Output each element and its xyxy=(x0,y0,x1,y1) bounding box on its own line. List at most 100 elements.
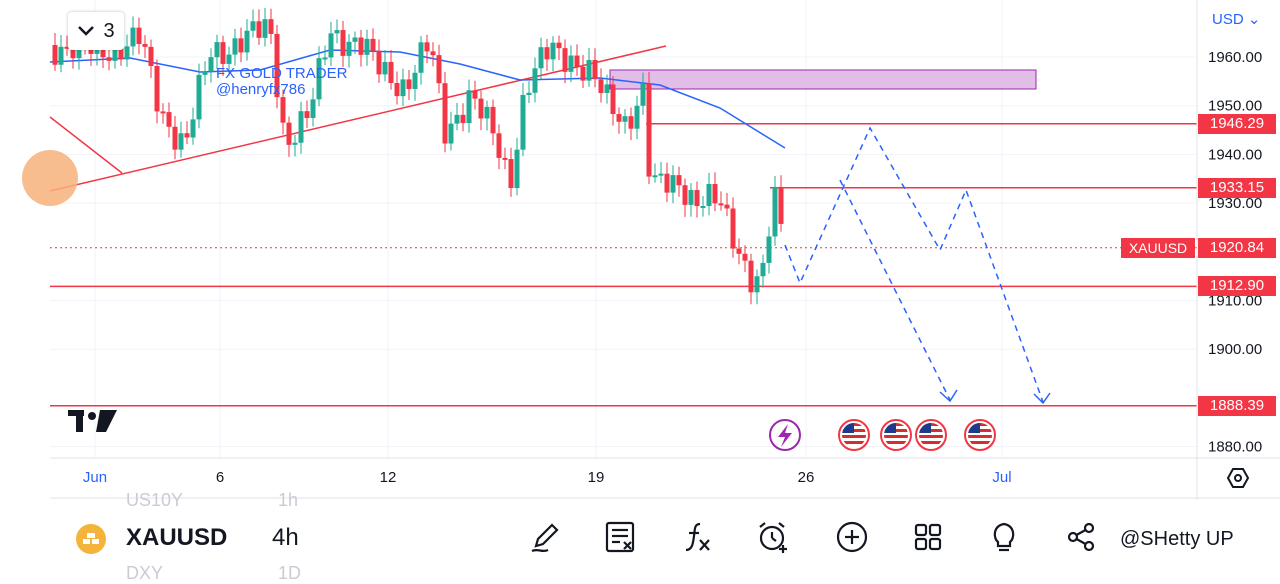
timeframe-selector[interactable]: 4h xyxy=(272,524,299,551)
candle-body xyxy=(214,42,220,58)
time-axis[interactable]: Jun 6 12 19 26 Jul xyxy=(83,469,1012,486)
candlesticks xyxy=(52,7,784,305)
candle-body xyxy=(736,248,742,254)
time-tick-label: 26 xyxy=(798,469,815,486)
ideas-button[interactable] xyxy=(985,518,1023,556)
candle-body xyxy=(310,99,316,119)
candle-body xyxy=(346,41,352,56)
candle-body xyxy=(610,84,616,115)
candle-body xyxy=(64,46,70,49)
candle-body xyxy=(520,94,526,150)
price-tick-label: 1950.00 xyxy=(1208,98,1262,115)
projection-arrowheads xyxy=(939,389,1051,405)
time-tick-label: 19 xyxy=(588,469,605,486)
share-button[interactable] xyxy=(1062,518,1100,556)
candle-body xyxy=(406,79,412,89)
chart-settings-icon[interactable] xyxy=(1226,466,1250,490)
candle-body xyxy=(472,90,478,99)
pen-icon xyxy=(531,523,559,553)
chart-grid xyxy=(50,0,1197,458)
candle-body xyxy=(532,68,538,93)
price-chart[interactable]: 1960.00 1950.00 1940.00 1930.00 1910.00 1900.… xyxy=(0,0,1280,500)
candle-body xyxy=(124,46,130,60)
us-flag-event-icon[interactable] xyxy=(915,419,947,451)
price-axis[interactable]: 1960.00 1950.00 1940.00 1930.00 1910.00 1900.… xyxy=(1208,49,1262,456)
candle-body xyxy=(712,183,718,204)
price-tag: 1946.29 xyxy=(1198,113,1276,134)
candle-body xyxy=(262,19,268,38)
time-tick-label: 12 xyxy=(380,469,397,486)
candle-body xyxy=(172,126,178,150)
candle-body xyxy=(718,203,724,206)
candle-body xyxy=(484,106,490,119)
candle-body xyxy=(436,55,442,84)
time-tick-label: Jun xyxy=(83,469,107,486)
candle-body xyxy=(250,21,256,31)
candle-body xyxy=(616,114,622,122)
us-flag-event-icon[interactable] xyxy=(838,419,870,451)
gold-symbol-icon[interactable] xyxy=(76,524,106,554)
candle-body xyxy=(148,46,154,67)
chevron-down-icon: ⌄ xyxy=(1247,11,1261,28)
candle-body xyxy=(568,55,574,72)
indicators-button[interactable] xyxy=(678,518,716,556)
candle-body xyxy=(778,186,784,224)
plus-circle-icon xyxy=(836,521,868,553)
candle-body xyxy=(238,38,244,53)
candle-body xyxy=(292,142,298,145)
candle-body xyxy=(382,61,388,75)
candle-body xyxy=(640,83,646,106)
candle-body xyxy=(448,123,454,144)
us-flag-event-icon[interactable] xyxy=(964,419,996,451)
drawing-tool-button[interactable] xyxy=(526,518,564,556)
candle-body xyxy=(442,83,448,144)
earnings-lightning-icon[interactable] xyxy=(769,419,801,451)
candle-body xyxy=(322,57,328,60)
event-markers[interactable] xyxy=(769,419,996,451)
candle-body xyxy=(202,71,208,75)
function-icon xyxy=(685,522,710,552)
watermark-handle: @henryfx786 xyxy=(216,81,306,98)
candle-body xyxy=(130,27,136,47)
currency-selector[interactable]: USD ⌄ xyxy=(1212,10,1260,28)
candle-body xyxy=(658,173,664,176)
candle-body xyxy=(340,30,346,56)
candle-body xyxy=(286,122,292,145)
intervals-toggle-button[interactable]: 3 xyxy=(68,12,124,50)
text-note-button[interactable] xyxy=(601,518,639,556)
candle-body xyxy=(232,38,238,55)
candle-body xyxy=(58,46,64,65)
us-flag-event-icon[interactable] xyxy=(880,419,912,451)
lightbulb-icon xyxy=(993,522,1015,552)
candle-body xyxy=(622,116,628,122)
candle-body xyxy=(538,47,544,69)
candle-body xyxy=(580,66,586,81)
candle-body xyxy=(118,42,124,60)
candle-body xyxy=(412,72,418,89)
candle-body xyxy=(676,175,682,186)
candle-body xyxy=(184,133,190,138)
candle-body xyxy=(496,133,502,158)
candle-body xyxy=(466,90,472,124)
candle-body xyxy=(526,92,532,95)
projection-paths xyxy=(784,126,1044,403)
candle-body xyxy=(136,27,142,44)
price-tick-label: 1960.00 xyxy=(1208,49,1262,66)
candle-body xyxy=(724,204,730,209)
candle-body xyxy=(478,98,484,119)
symbol-name[interactable]: XAUUSD xyxy=(126,524,228,551)
candle-body xyxy=(358,37,364,55)
price-tick-label: 1940.00 xyxy=(1208,146,1262,163)
candle-body xyxy=(244,30,250,53)
candle-body xyxy=(508,159,514,189)
candle-body xyxy=(196,74,202,120)
candle-body xyxy=(424,42,430,52)
candle-body xyxy=(694,190,700,207)
candle-body xyxy=(604,84,610,93)
add-button[interactable] xyxy=(833,518,871,556)
candle-body xyxy=(652,175,658,178)
candle-body xyxy=(700,205,706,208)
candle-body xyxy=(328,33,334,58)
add-alert-button[interactable] xyxy=(754,518,792,556)
layout-grid-button[interactable] xyxy=(909,518,947,556)
